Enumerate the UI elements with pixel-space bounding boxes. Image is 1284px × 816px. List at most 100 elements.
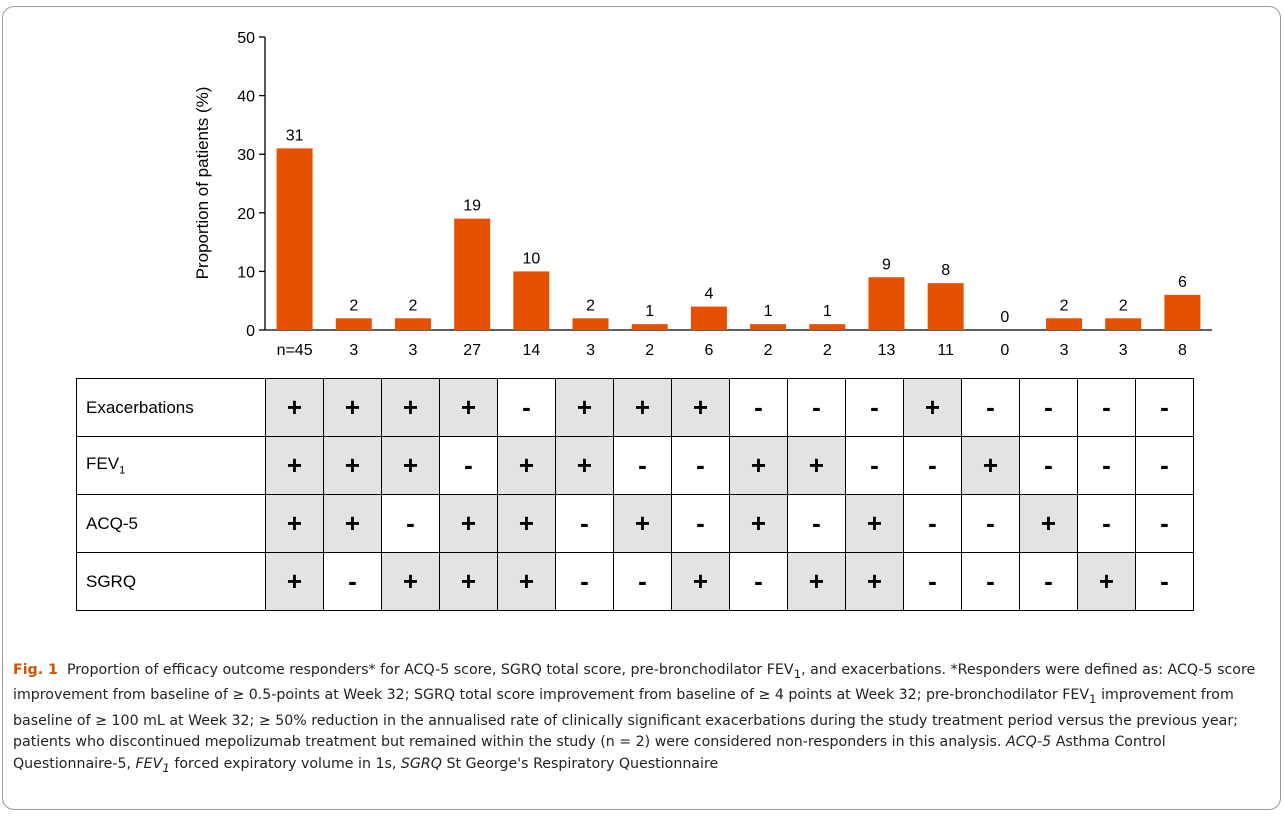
x-tick-label: 0 bbox=[1000, 342, 1009, 359]
bar bbox=[394, 318, 431, 330]
row-label: SGRQ bbox=[76, 552, 266, 611]
caption-text: Asthma Control Questionnaire-5, bbox=[13, 734, 1166, 772]
subscript: 1 bbox=[162, 760, 170, 775]
y-tick-label: 30 bbox=[237, 147, 255, 164]
caption-text: , and exacerbations. *Responders were de… bbox=[13, 662, 1256, 704]
non-responder-cell: - bbox=[381, 494, 440, 553]
bar bbox=[572, 318, 609, 330]
bar-value-label: 4 bbox=[704, 286, 713, 303]
row-label: ACQ-5 bbox=[76, 494, 266, 553]
responder-cell: + bbox=[497, 552, 556, 611]
bar-value-label: 8 bbox=[941, 262, 950, 279]
responder-cell: + bbox=[555, 378, 614, 437]
abbreviation: SGRQ bbox=[400, 755, 442, 772]
x-tick-label: n=45 bbox=[277, 342, 313, 359]
non-responder-cell: - bbox=[787, 494, 846, 553]
non-responder-cell: - bbox=[1135, 552, 1194, 611]
responder-cell: + bbox=[787, 552, 846, 611]
non-responder-cell: - bbox=[671, 494, 730, 553]
y-axis-label: Proportion of patients (%) bbox=[193, 87, 212, 280]
bar bbox=[868, 277, 905, 330]
responder-cell: + bbox=[439, 378, 498, 437]
table-row: ACQ-5 + + - + + - + - + - + - - + - - bbox=[76, 494, 1194, 553]
x-tick-label: 3 bbox=[586, 342, 595, 359]
responder-cell: + bbox=[265, 436, 324, 495]
responder-cell: + bbox=[903, 378, 962, 437]
y-tick-label: 40 bbox=[237, 89, 255, 106]
non-responder-cell: - bbox=[497, 378, 556, 437]
non-responder-cell: - bbox=[323, 552, 382, 611]
bar bbox=[1164, 294, 1201, 330]
responder-cell: + bbox=[323, 378, 382, 437]
non-responder-cell: - bbox=[845, 436, 904, 495]
responder-cell: + bbox=[961, 436, 1020, 495]
x-tick-label: 13 bbox=[878, 342, 896, 359]
bar-value-label: 1 bbox=[764, 303, 773, 320]
responder-cell: + bbox=[845, 552, 904, 611]
non-responder-cell: - bbox=[729, 378, 788, 437]
non-responder-cell: - bbox=[787, 378, 846, 437]
non-responder-cell: - bbox=[555, 552, 614, 611]
non-responder-cell: - bbox=[961, 552, 1020, 611]
responder-cell: + bbox=[555, 436, 614, 495]
table-row: FEV1 + + + - + + - - + + - - + - - - bbox=[76, 436, 1194, 495]
subscript: 1 bbox=[1089, 692, 1097, 707]
responder-cell: + bbox=[497, 436, 556, 495]
responder-cell: + bbox=[323, 494, 382, 553]
bar-value-label: 0 bbox=[1000, 309, 1009, 326]
caption-text: Proportion of efficacy outcome responder… bbox=[66, 662, 794, 678]
non-responder-cell: - bbox=[903, 436, 962, 495]
row-label: Exacerbations bbox=[76, 378, 266, 437]
non-responder-cell: - bbox=[903, 494, 962, 553]
x-tick-label: 2 bbox=[645, 342, 654, 359]
responder-cell: + bbox=[439, 552, 498, 611]
x-tick-label: 14 bbox=[522, 342, 540, 359]
y-tick-label: 20 bbox=[237, 206, 255, 223]
x-tick-label: 27 bbox=[463, 342, 481, 359]
x-tick-label: 3 bbox=[349, 342, 358, 359]
non-responder-cell: - bbox=[671, 436, 730, 495]
non-responder-cell: - bbox=[555, 494, 614, 553]
subscript: 1 bbox=[793, 666, 802, 681]
non-responder-cell: - bbox=[613, 552, 672, 611]
non-responder-cell: - bbox=[1077, 378, 1136, 437]
bar bbox=[631, 324, 668, 330]
figure-frame bbox=[2, 6, 1281, 810]
responder-cell: + bbox=[381, 552, 440, 611]
bar bbox=[690, 306, 727, 330]
responder-table: Exacerbations + + + + - + + + - - - + - - - - FEV1 + + + - + + -… bbox=[76, 378, 1194, 611]
bar bbox=[1105, 318, 1142, 330]
x-tick-label: 2 bbox=[823, 342, 832, 359]
responder-cell: + bbox=[381, 436, 440, 495]
responder-cell: + bbox=[439, 494, 498, 553]
responder-cell: + bbox=[845, 494, 904, 553]
bar bbox=[454, 218, 491, 330]
non-responder-cell: - bbox=[1077, 494, 1136, 553]
bar bbox=[1046, 318, 1083, 330]
non-responder-cell: - bbox=[1019, 552, 1078, 611]
responder-cell: + bbox=[381, 378, 440, 437]
responder-cell: + bbox=[613, 494, 672, 553]
non-responder-cell: - bbox=[903, 552, 962, 611]
bar bbox=[276, 148, 313, 330]
non-responder-cell: - bbox=[961, 494, 1020, 553]
x-tick-label: 3 bbox=[1119, 342, 1128, 359]
y-tick-label: 50 bbox=[237, 30, 255, 47]
bar-value-label: 2 bbox=[1060, 297, 1069, 314]
table-row: Exacerbations + + + + - + + + - - - + - - - - bbox=[76, 378, 1194, 437]
responder-cell: + bbox=[323, 436, 382, 495]
bar-value-label: 1 bbox=[645, 303, 654, 320]
non-responder-cell: - bbox=[845, 378, 904, 437]
responder-cell: + bbox=[729, 494, 788, 553]
y-tick-label: 0 bbox=[246, 323, 255, 340]
non-responder-cell: - bbox=[1135, 494, 1194, 553]
bar-value-label: 6 bbox=[1178, 274, 1187, 291]
y-tick-label: 10 bbox=[237, 264, 255, 281]
responder-cell: + bbox=[787, 436, 846, 495]
abbreviation: FEV bbox=[135, 755, 163, 772]
bar bbox=[335, 318, 372, 330]
bar-value-label: 2 bbox=[409, 297, 418, 314]
responder-cell: + bbox=[497, 494, 556, 553]
